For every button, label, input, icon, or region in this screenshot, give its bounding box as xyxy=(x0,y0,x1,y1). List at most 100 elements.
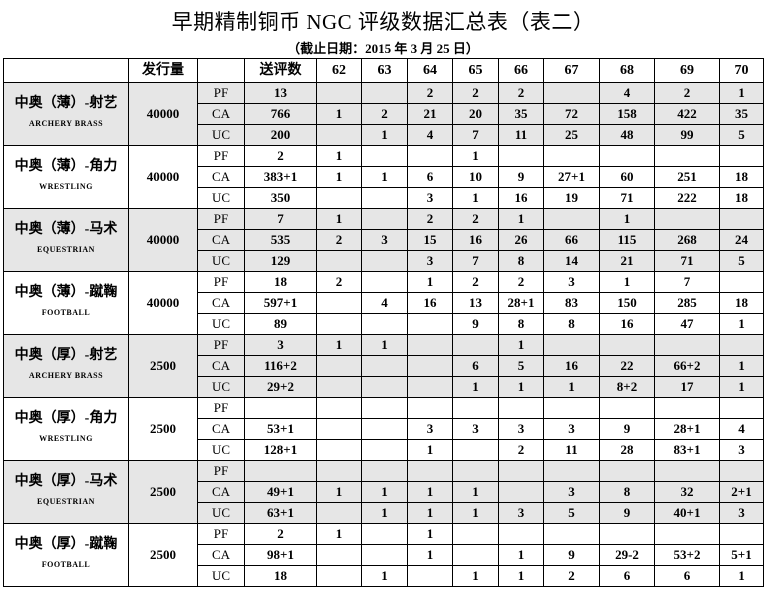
grade-count: 2 xyxy=(407,82,453,104)
coin-name-cell: 中奥（厚）-角力 WRESTLING xyxy=(3,397,129,461)
grade-count: 71 xyxy=(654,250,720,272)
submitted-count: 128+1 xyxy=(244,439,317,461)
grade-count: 2 xyxy=(407,208,453,230)
grade-count: 1 xyxy=(452,502,499,524)
cutoff-date: （截止日期：2015 年 3 月 25 日） xyxy=(287,41,479,56)
grade-count xyxy=(452,439,499,461)
grade-count: 7 xyxy=(654,271,720,293)
grade-count: 1 xyxy=(452,376,499,398)
grade-count xyxy=(498,523,544,545)
table-row: CA 49+1 1 1 1 1 3 8 32 2+1 xyxy=(4,481,764,503)
grade-count xyxy=(316,187,362,209)
coin-name-en: ARCHERY BRASS xyxy=(28,371,104,380)
grade-count: 3 xyxy=(407,250,453,272)
coin-name-cn: 中奥（薄）-马术 xyxy=(14,222,118,237)
grade-count: 16 xyxy=(452,229,499,251)
grade-type: UC xyxy=(197,313,245,335)
grade-count: 16 xyxy=(407,292,453,314)
grade-count: 22 xyxy=(599,355,655,377)
table-row: 中奥（薄）-角力 WRESTLING 40000 PF 2 1 1 xyxy=(3,145,764,209)
grade-count: 16 xyxy=(543,355,600,377)
grade-count: 1 xyxy=(498,376,544,398)
grade-count: 1 xyxy=(361,481,408,503)
grade-count: 1 xyxy=(543,376,600,398)
submitted-count: 3 xyxy=(244,334,317,356)
grade-count: 5 xyxy=(719,250,764,272)
grade-count: 9 xyxy=(599,418,655,440)
table-row: 中奥（薄）-蹴鞠 FOOTBALL 40000 PF 18 2 1 2 2 3 1 7 xyxy=(3,271,764,335)
grade-count xyxy=(361,418,408,440)
table-row: CA 53+1 3 3 3 3 9 28+1 4 xyxy=(4,418,764,440)
grade-count: 14 xyxy=(543,250,600,272)
grade-count: 8 xyxy=(498,313,544,335)
submitted-count: 53+1 xyxy=(244,418,317,440)
coin-name-cell: 中奥（薄）-射艺 ARCHERY BRASS xyxy=(3,82,129,146)
grade-count: 53+2 xyxy=(654,544,720,566)
coin-name-en: ARCHERY BRASS xyxy=(28,119,104,128)
grade-count: 18 xyxy=(719,166,764,188)
grade-type: PF xyxy=(197,334,245,356)
grade-count: 6 xyxy=(654,565,720,587)
grade-count: 3 xyxy=(719,502,764,524)
grade-count xyxy=(316,376,362,398)
grade-count: 1 xyxy=(719,565,764,587)
submitted-count: 7 xyxy=(244,208,317,230)
grade-count: 1 xyxy=(316,523,362,545)
grade-type: CA xyxy=(197,103,245,125)
grade-count xyxy=(407,565,453,587)
grading-table: 发行量 送评数 62 63 64 65 66 67 68 69 70 中奥（薄）-射艺 ARCHERY… xyxy=(3,58,764,587)
grade-count xyxy=(599,334,655,356)
grade-count: 9 xyxy=(599,502,655,524)
grade-count xyxy=(316,418,362,440)
grade-count: 3 xyxy=(407,187,453,209)
grade-count xyxy=(316,439,362,461)
grade-count xyxy=(719,334,764,356)
grade-count xyxy=(599,460,655,482)
table-row: 中奥（薄）-马术 EQUESTRIAN 40000 PF 7 1 2 2 1 1 xyxy=(3,208,764,272)
table-row: UC 350 3 1 16 19 71 222 18 xyxy=(4,187,764,209)
table-row: UC 18 1 1 1 2 6 6 1 xyxy=(4,565,764,587)
grade-type: UC xyxy=(197,250,245,272)
coin-name-cell: 中奥（薄）-角力 WRESTLING xyxy=(3,145,129,209)
grade-count: 35 xyxy=(719,103,764,125)
grade-count xyxy=(316,292,362,314)
grade-count: 1 xyxy=(498,208,544,230)
grade-count xyxy=(719,460,764,482)
grade-count xyxy=(498,460,544,482)
grade-count xyxy=(719,523,764,545)
grade-count: 2 xyxy=(498,271,544,293)
grade-count: 1 xyxy=(719,355,764,377)
coin-name-cn: 中奥（薄）-蹴鞠 xyxy=(14,285,118,300)
grade-count: 25 xyxy=(543,124,600,146)
grade-count: 4 xyxy=(599,82,655,104)
grade-count xyxy=(361,271,408,293)
grade-count: 115 xyxy=(599,229,655,251)
submitted-count: 383+1 xyxy=(244,166,317,188)
coin-name-cn: 中奥（厚）-射艺 xyxy=(14,348,118,363)
submitted-count: 116+2 xyxy=(244,355,317,377)
grade-count: 8 xyxy=(599,481,655,503)
grade-count: 222 xyxy=(654,187,720,209)
issue-quantity: 40000 xyxy=(128,82,198,146)
grade-count: 1 xyxy=(407,481,453,503)
grade-count xyxy=(452,523,499,545)
grade-count xyxy=(361,376,408,398)
grade-count xyxy=(543,208,600,230)
grade-count: 5 xyxy=(498,355,544,377)
grade-count xyxy=(543,145,600,167)
table-row: CA 535 2 3 15 16 26 66 115 268 24 xyxy=(4,229,764,251)
grade-count xyxy=(316,502,362,524)
grade-count: 2+1 xyxy=(719,481,764,503)
grade-count: 422 xyxy=(654,103,720,125)
coin-name-en: WRESTLING xyxy=(39,182,93,191)
submitted-count: 350 xyxy=(244,187,317,209)
coin-name-cn: 中奥（厚）-蹴鞠 xyxy=(14,537,118,552)
grade-count: 26 xyxy=(498,229,544,251)
grade-count xyxy=(407,313,453,335)
coin-name-en: EQUESTRIAN xyxy=(37,497,95,506)
grade-count: 3 xyxy=(719,439,764,461)
grade-count: 47 xyxy=(654,313,720,335)
grade-count xyxy=(407,397,453,419)
grade-count: 1 xyxy=(452,187,499,209)
grade-count: 285 xyxy=(654,292,720,314)
